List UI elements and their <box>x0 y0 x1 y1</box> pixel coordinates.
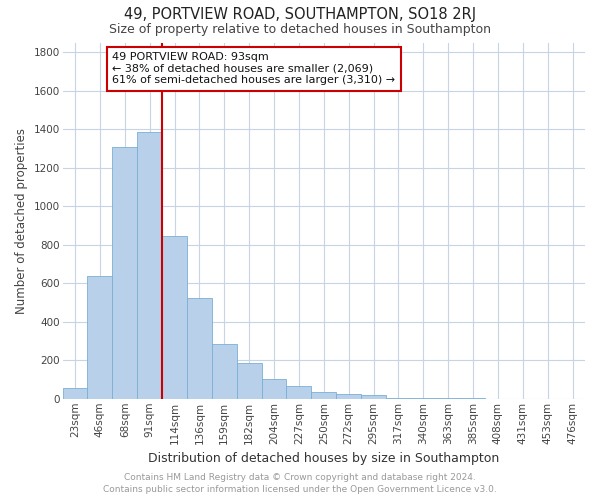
Text: Contains HM Land Registry data © Crown copyright and database right 2024.
Contai: Contains HM Land Registry data © Crown c… <box>103 473 497 494</box>
Bar <box>137 132 162 399</box>
Bar <box>237 363 262 399</box>
X-axis label: Distribution of detached houses by size in Southampton: Distribution of detached houses by size … <box>148 452 499 465</box>
Bar <box>411 398 436 399</box>
Bar <box>88 276 112 399</box>
Text: 49, PORTVIEW ROAD, SOUTHAMPTON, SO18 2RJ: 49, PORTVIEW ROAD, SOUTHAMPTON, SO18 2RJ <box>124 8 476 22</box>
Bar <box>262 378 286 399</box>
Bar <box>386 398 411 399</box>
Bar <box>361 394 386 399</box>
Text: Size of property relative to detached houses in Southampton: Size of property relative to detached ho… <box>109 22 491 36</box>
Y-axis label: Number of detached properties: Number of detached properties <box>15 128 28 314</box>
Bar <box>162 236 187 399</box>
Bar <box>286 386 311 399</box>
Bar <box>212 344 237 399</box>
Bar <box>336 394 361 399</box>
Bar <box>112 148 137 399</box>
Text: 49 PORTVIEW ROAD: 93sqm
← 38% of detached houses are smaller (2,069)
61% of semi: 49 PORTVIEW ROAD: 93sqm ← 38% of detache… <box>112 52 395 86</box>
Bar <box>436 398 461 399</box>
Bar <box>311 392 336 399</box>
Bar <box>187 298 212 399</box>
Bar <box>62 388 88 399</box>
